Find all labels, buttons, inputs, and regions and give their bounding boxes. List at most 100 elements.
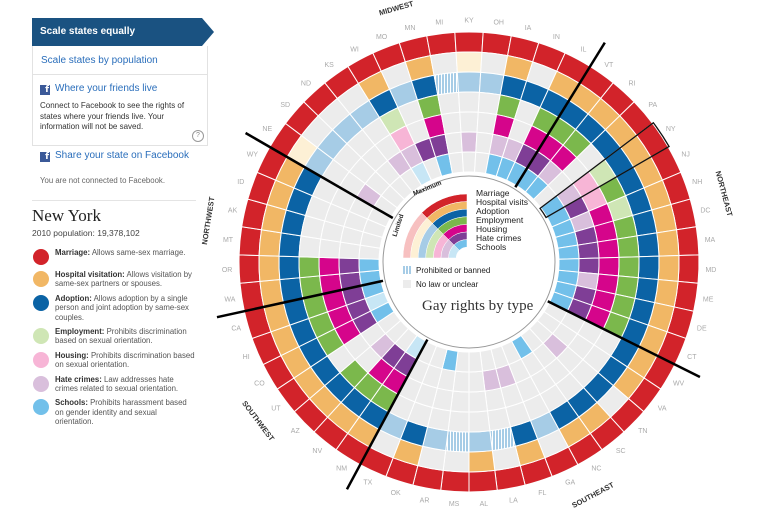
state-label[interactable]: NC xyxy=(591,465,601,472)
state-label[interactable]: HI xyxy=(243,354,250,361)
cell-or-adoption[interactable] xyxy=(278,255,301,281)
state-label[interactable]: ME xyxy=(703,297,714,304)
state-label[interactable]: OR xyxy=(222,267,233,274)
where-friends-live-link[interactable]: Where your friends live xyxy=(55,83,158,94)
cell-al-hospital-visits[interactable] xyxy=(468,450,496,473)
state-label[interactable]: MS xyxy=(449,501,460,508)
state-label[interactable]: OK xyxy=(391,490,401,497)
cell-ky-housing[interactable] xyxy=(459,111,479,133)
state-label[interactable]: LA xyxy=(509,497,518,504)
cell-mi-housing[interactable] xyxy=(440,111,462,135)
scale-states-equally-button[interactable]: Scale states equally xyxy=(32,18,214,46)
share-state-facebook-link[interactable]: Share your state on Facebook xyxy=(55,150,189,161)
state-label[interactable]: DE xyxy=(697,326,707,333)
state-label[interactable]: NE xyxy=(262,126,272,133)
cell-or-hospital-visits[interactable] xyxy=(258,255,281,282)
state-label[interactable]: NJ xyxy=(681,152,690,159)
cell-or-marriage[interactable] xyxy=(238,254,261,284)
cell-ms-housing[interactable] xyxy=(450,390,470,413)
cell-mi-hate-crimes[interactable] xyxy=(444,131,463,155)
cell-md-adoption[interactable] xyxy=(637,255,660,281)
cell-ma-marriage[interactable] xyxy=(675,226,700,257)
cell-ms-adoption[interactable] xyxy=(445,430,470,453)
cell-md-marriage[interactable] xyxy=(677,254,700,284)
state-label[interactable]: AZ xyxy=(291,428,301,435)
cell-ma-hospital-visits[interactable] xyxy=(656,229,680,257)
help-icon[interactable]: ? xyxy=(192,130,204,142)
state-label[interactable]: ND xyxy=(301,81,311,88)
cell-oh-hospital-visits[interactable] xyxy=(480,51,509,76)
cell-al-schools[interactable] xyxy=(468,350,484,373)
cell-mt-hospital-visits[interactable] xyxy=(258,229,282,257)
state-label[interactable]: CO xyxy=(254,381,265,388)
state-label[interactable]: NM xyxy=(336,465,347,472)
state-label[interactable]: PA xyxy=(648,102,657,109)
state-label[interactable]: MT xyxy=(223,237,234,244)
cell-mi-hospital-visits[interactable] xyxy=(429,51,458,76)
cell-ky-hate-crimes[interactable] xyxy=(460,131,478,153)
state-label[interactable]: SD xyxy=(280,102,290,109)
cell-ms-hospital-visits[interactable] xyxy=(442,450,470,473)
state-label[interactable]: RI xyxy=(629,81,636,88)
cell-ma-housing[interactable] xyxy=(596,238,620,259)
state-label[interactable]: MD xyxy=(705,267,716,274)
cell-al-housing[interactable] xyxy=(468,390,488,413)
state-label[interactable]: MO xyxy=(376,34,388,41)
state-label[interactable]: GA xyxy=(565,479,575,486)
state-label[interactable]: VT xyxy=(604,62,614,69)
cell-mi-adoption[interactable] xyxy=(433,71,460,96)
state-label[interactable]: KS xyxy=(325,62,335,69)
cell-mi-marriage[interactable] xyxy=(426,31,457,57)
cell-ky-employment[interactable] xyxy=(458,91,480,113)
state-label[interactable]: IA xyxy=(525,25,532,32)
state-label[interactable]: ID xyxy=(237,179,244,186)
cell-al-employment[interactable] xyxy=(468,410,491,433)
state-label[interactable]: NV xyxy=(312,448,322,455)
cell-ma-hate-crimes[interactable] xyxy=(577,241,600,260)
state-label[interactable]: AR xyxy=(420,497,430,504)
state-label[interactable]: MI xyxy=(435,19,443,26)
cell-or-employment[interactable] xyxy=(298,256,321,279)
state-label[interactable]: UT xyxy=(271,405,281,412)
cell-or-schools[interactable] xyxy=(358,258,380,273)
cell-ky-marriage[interactable] xyxy=(454,31,484,53)
cell-mt-employment[interactable] xyxy=(298,235,322,258)
cell-mi-employment[interactable] xyxy=(437,91,461,116)
cell-or-hate-crimes[interactable] xyxy=(338,257,361,275)
state-label[interactable]: MN xyxy=(405,25,416,32)
cell-ky-schools[interactable] xyxy=(461,151,477,173)
cell-al-marriage[interactable] xyxy=(468,469,498,493)
state-label[interactable]: TX xyxy=(363,479,372,486)
cell-ma-employment[interactable] xyxy=(616,235,640,258)
cell-ms-employment[interactable] xyxy=(447,410,470,433)
state-label[interactable]: CA xyxy=(231,326,241,333)
state-label[interactable]: DC xyxy=(700,208,710,215)
state-label[interactable]: WA xyxy=(224,297,235,304)
cell-md-employment[interactable] xyxy=(617,256,640,279)
cell-oh-adoption[interactable] xyxy=(478,71,505,96)
cell-md-hospital-visits[interactable] xyxy=(657,255,680,282)
cell-mt-marriage[interactable] xyxy=(238,226,263,257)
cell-al-adoption[interactable] xyxy=(468,430,493,453)
cell-md-hate-crimes[interactable] xyxy=(577,257,600,275)
cell-mt-adoption[interactable] xyxy=(278,232,302,258)
state-label[interactable]: KY xyxy=(464,18,474,25)
cell-ky-hospital-visits[interactable] xyxy=(455,51,483,73)
scale-states-by-population-button[interactable]: Scale states by population xyxy=(33,47,207,75)
state-label[interactable]: AK xyxy=(228,208,238,215)
state-label[interactable]: SC xyxy=(616,448,626,455)
state-label[interactable]: TN xyxy=(638,428,647,435)
state-label[interactable]: FL xyxy=(538,490,546,497)
cell-ky-adoption[interactable] xyxy=(456,71,482,93)
cell-ma-adoption[interactable] xyxy=(636,232,660,258)
state-label[interactable]: WI xyxy=(350,46,359,53)
cell-ms-marriage[interactable] xyxy=(440,469,470,493)
cell-oh-marriage[interactable] xyxy=(481,31,512,57)
state-label[interactable]: MA xyxy=(705,237,716,244)
cell-or-housing[interactable] xyxy=(318,256,341,277)
state-label[interactable]: OH xyxy=(493,19,504,26)
state-label[interactable]: IL xyxy=(581,46,587,53)
cell-al-hate-crimes[interactable] xyxy=(468,370,486,393)
cell-md-housing[interactable] xyxy=(597,256,620,277)
state-label[interactable]: VA xyxy=(658,405,667,412)
